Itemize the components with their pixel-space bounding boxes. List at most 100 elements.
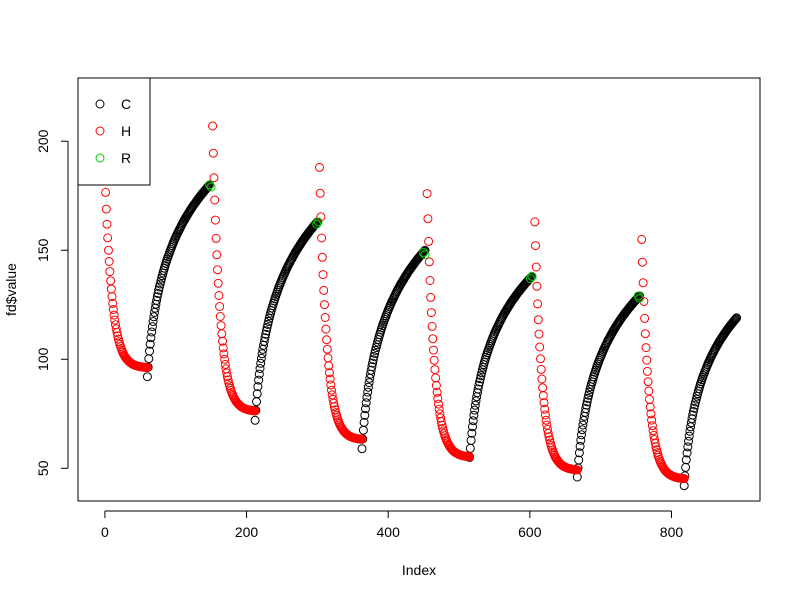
data-point — [648, 426, 658, 436]
data-point — [689, 403, 699, 413]
data-point — [315, 162, 324, 172]
data-point — [213, 278, 223, 288]
data-point — [216, 321, 226, 331]
data-point — [105, 267, 115, 277]
data-point — [475, 377, 485, 387]
data-point — [106, 276, 116, 286]
data-point — [533, 299, 543, 309]
data-point — [145, 346, 154, 356]
y-tick-label: 150 — [35, 238, 51, 262]
data-point — [534, 329, 544, 339]
x-tick-label: 800 — [660, 524, 684, 540]
data-point — [320, 300, 329, 310]
legend-marker — [95, 126, 105, 136]
data-point — [531, 241, 540, 251]
data-point — [473, 384, 483, 394]
data-point — [431, 373, 441, 383]
data-point — [367, 362, 377, 372]
data-point — [359, 417, 369, 427]
data-point — [466, 435, 476, 445]
data-point — [538, 391, 548, 401]
data-point — [465, 443, 475, 453]
data-point — [681, 462, 691, 472]
data-point — [362, 392, 372, 402]
data-point — [646, 409, 656, 419]
data-point — [681, 455, 691, 465]
data-point — [474, 380, 484, 390]
data-point — [152, 292, 162, 302]
data-point — [535, 342, 545, 352]
data-point — [217, 329, 227, 339]
data-point — [538, 383, 548, 393]
data-point — [682, 448, 692, 458]
data-point — [472, 388, 482, 398]
data-point — [577, 425, 587, 435]
data-point — [541, 415, 551, 425]
data-point — [357, 444, 367, 454]
data-point — [253, 382, 263, 392]
data-point — [211, 233, 221, 243]
data-point — [254, 375, 264, 385]
data-point — [326, 380, 336, 390]
data-point — [465, 452, 475, 462]
data-point — [317, 252, 327, 262]
data-point — [142, 363, 152, 372]
data-point — [434, 399, 443, 409]
data-point — [369, 352, 379, 361]
data-point — [311, 219, 321, 228]
data-point — [147, 327, 157, 337]
data-point — [730, 315, 739, 325]
data-point — [640, 313, 650, 323]
data-point — [638, 278, 648, 288]
data-point — [425, 276, 435, 285]
data-point — [643, 377, 653, 387]
y-axis: 50 100 150 200 — [35, 129, 69, 476]
data-point — [731, 314, 741, 324]
data-point — [106, 284, 116, 294]
data-point — [426, 308, 436, 318]
data-point — [651, 442, 661, 452]
data-point — [687, 414, 697, 424]
data-point — [432, 387, 442, 397]
data-point — [533, 315, 543, 325]
data-point — [145, 339, 155, 349]
data-point — [424, 257, 434, 267]
data-point — [318, 270, 328, 280]
data-point — [536, 364, 546, 374]
data-point — [527, 271, 537, 281]
data-point — [204, 181, 214, 191]
data-point — [424, 236, 434, 246]
data-point — [315, 188, 325, 198]
data-point — [650, 435, 659, 444]
x-tick-label: 0 — [101, 524, 109, 540]
data-point — [222, 372, 232, 382]
data-point — [256, 353, 266, 363]
legend-box — [77, 77, 151, 186]
series-R — [205, 180, 645, 303]
data-point — [329, 402, 339, 412]
data-point — [361, 398, 371, 408]
x-tick-label: 600 — [518, 524, 542, 540]
data-point — [582, 400, 591, 410]
data-point — [732, 313, 742, 323]
data-point — [320, 313, 330, 322]
data-point — [206, 182, 216, 192]
data-point — [322, 335, 332, 345]
data-point — [152, 295, 162, 305]
data-point — [327, 385, 336, 395]
data-point — [312, 219, 322, 229]
plot-frame — [77, 77, 761, 502]
data-point — [433, 394, 443, 403]
data-point — [325, 374, 335, 384]
data-point — [637, 234, 647, 244]
data-point — [213, 265, 222, 275]
data-point — [637, 257, 647, 267]
data-point — [634, 292, 644, 302]
data-point — [147, 322, 157, 332]
y-tick-label: 100 — [35, 347, 51, 371]
data-point — [647, 415, 657, 425]
data-point — [363, 387, 373, 397]
data-point — [423, 214, 433, 224]
data-point — [641, 343, 651, 353]
